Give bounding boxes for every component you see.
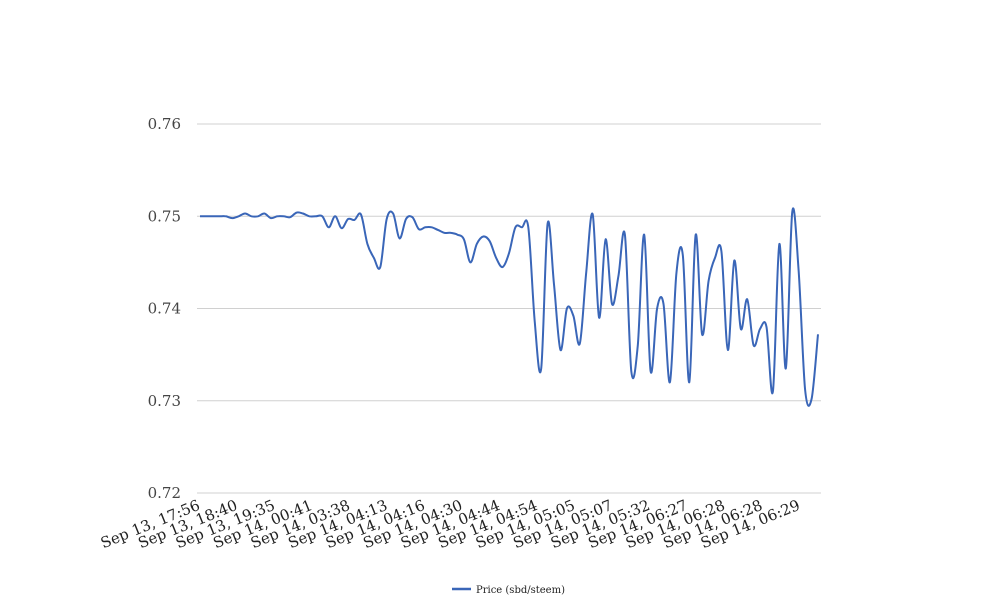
y-tick-label: 0.72 [148, 484, 181, 502]
y-tick-label: 0.75 [148, 207, 181, 225]
gridlines [197, 123, 821, 494]
legend-label: Price (sbd/steem) [476, 585, 565, 596]
series-layer [200, 207, 819, 407]
series-line [200, 207, 819, 407]
y-tick-label: 0.76 [148, 115, 181, 133]
y-axis-ticks: 0.72 0.73 0.74 0.75 0.76 [148, 115, 181, 502]
legend: Price (sbd/steem) [452, 585, 565, 596]
y-tick-label: 0.73 [148, 392, 181, 410]
y-tick-label: 0.74 [148, 300, 181, 318]
